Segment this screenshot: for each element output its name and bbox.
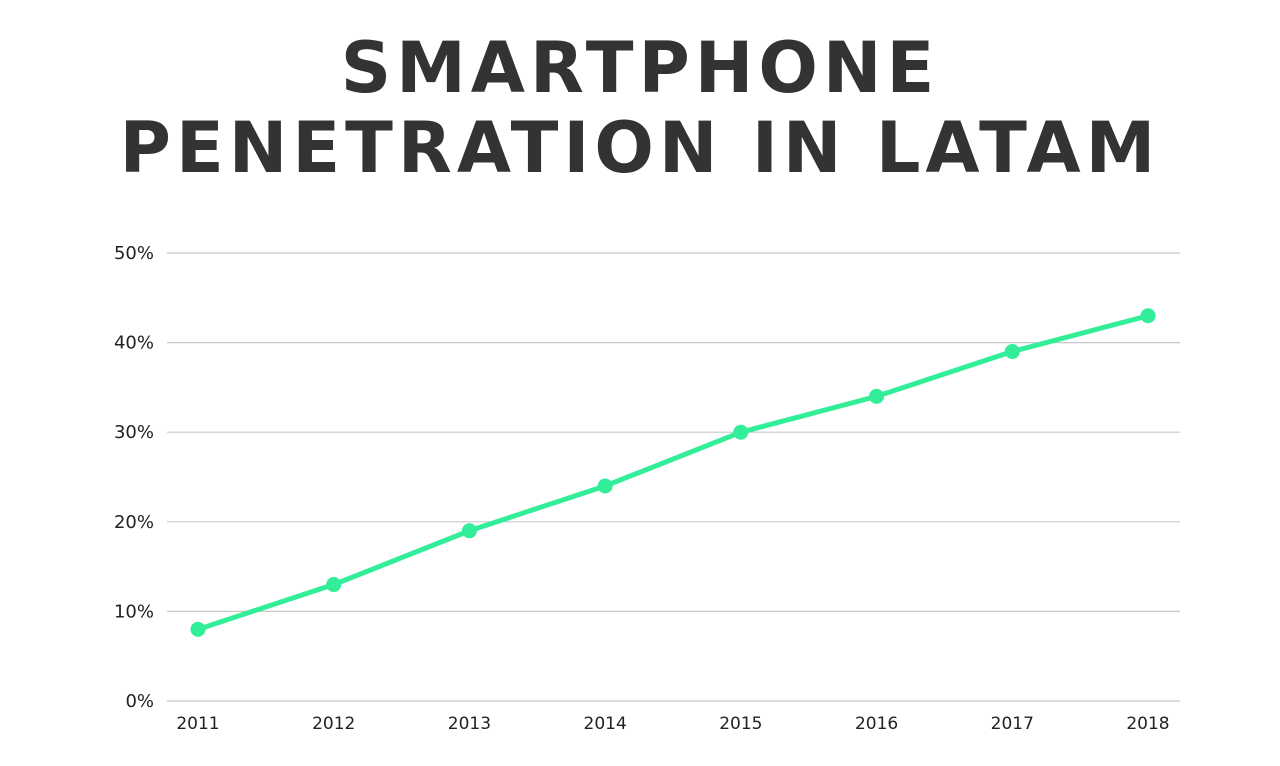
series-line-0 [195, 313, 1151, 632]
data-point-2015 [733, 424, 749, 440]
x-tick-label-2014: 2014 [584, 714, 627, 734]
y-tick-label-20: 20% [114, 512, 154, 533]
chart-title: SMARTPHONE PENETRATION IN LATAM [0, 28, 1280, 188]
data-point-2011 [190, 621, 206, 637]
data-point-2012 [326, 577, 342, 593]
series-line-layer [195, 313, 1151, 632]
x-tick-label-2015: 2015 [719, 714, 762, 734]
x-tick-label-2011: 2011 [176, 714, 219, 734]
data-point-2013 [461, 523, 477, 539]
y-axis-tick-labels: 0% 10% 20% 30% 40% 50% [114, 243, 154, 712]
chart-title-line-2: PENETRATION IN LATAM [119, 107, 1161, 189]
y-tick-label-10: 10% [114, 601, 154, 622]
y-tick-label-50: 50% [114, 243, 154, 264]
x-tick-label-2018: 2018 [1126, 714, 1169, 734]
data-point-2017 [1004, 344, 1020, 360]
chart-title-line-1: SMARTPHONE [340, 27, 940, 109]
x-tick-label-2013: 2013 [448, 714, 491, 734]
data-points [190, 308, 1156, 637]
data-point-2016 [869, 388, 885, 404]
data-point-2014 [597, 478, 613, 494]
y-tick-label-0: 0% [125, 691, 154, 712]
data-point-2018 [1140, 308, 1156, 324]
y-tick-label-40: 40% [114, 333, 154, 354]
grid-lines [167, 252, 1180, 702]
y-tick-label-30: 30% [114, 422, 154, 443]
x-tick-label-2017: 2017 [991, 714, 1034, 734]
x-tick-label-2016: 2016 [855, 714, 898, 734]
x-tick-label-2012: 2012 [312, 714, 355, 734]
x-axis-tick-labels: 2011 2012 2013 2014 2015 2016 2017 2018 [176, 714, 1169, 734]
